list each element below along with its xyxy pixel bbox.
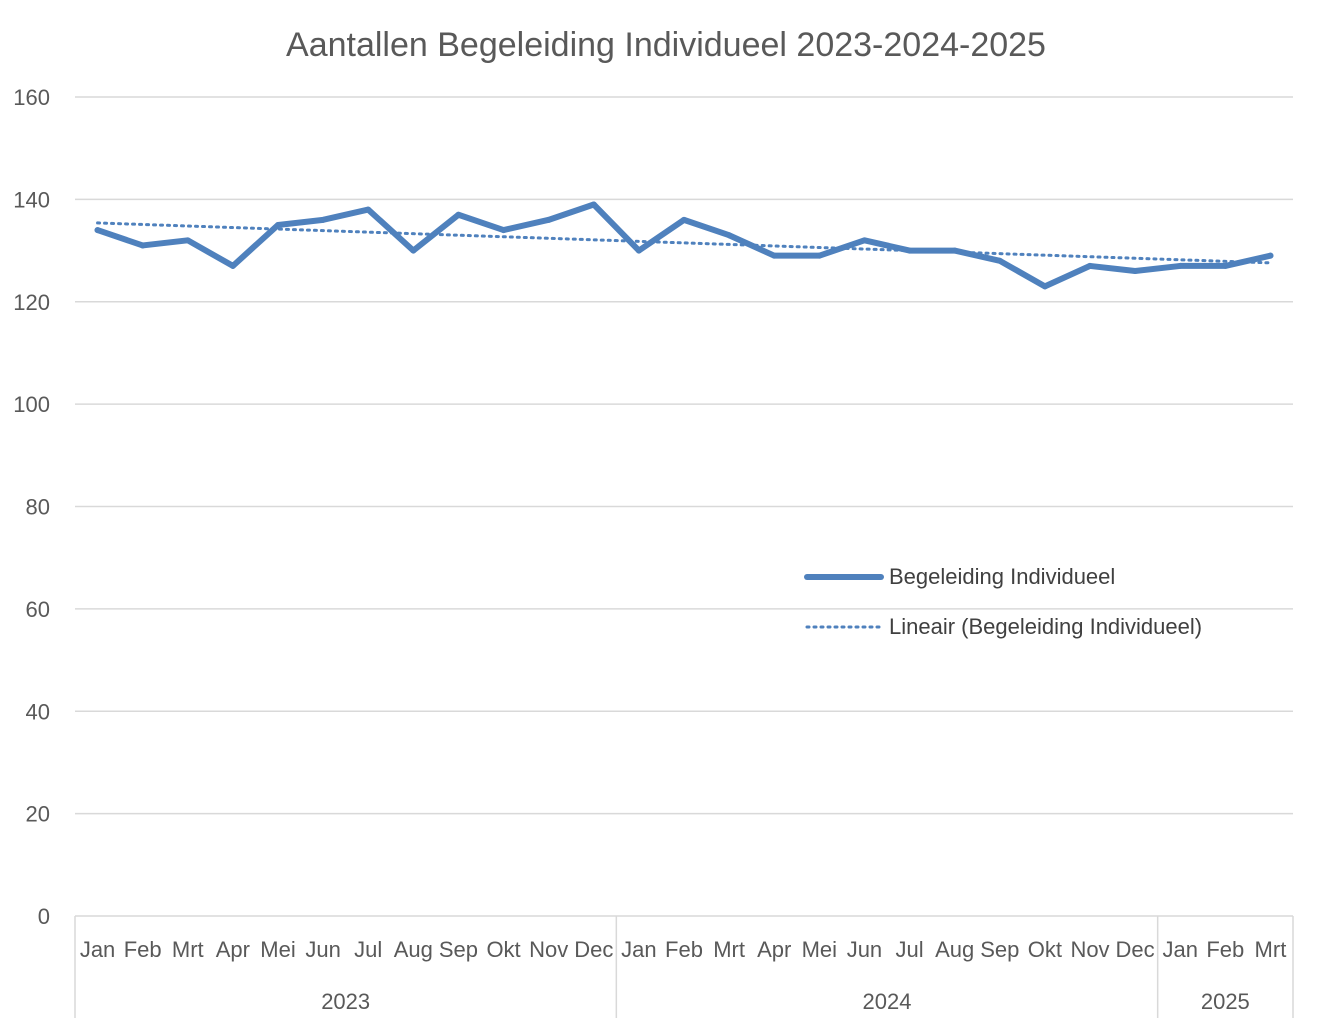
data-point xyxy=(275,221,281,228)
x-tick-label: Jun xyxy=(305,937,340,962)
data-point xyxy=(184,237,191,244)
x-tick-label: Mrt xyxy=(1255,937,1287,962)
data-point xyxy=(951,247,958,254)
data-point xyxy=(410,247,417,254)
data-point xyxy=(500,227,507,234)
x-tick-label: Nov xyxy=(1070,937,1109,962)
y-tick-label: 40 xyxy=(26,699,50,724)
x-tick-label: Mei xyxy=(260,937,295,962)
data-point xyxy=(1087,262,1093,269)
data-point xyxy=(590,201,597,208)
x-tick-label: Apr xyxy=(757,937,791,962)
gridlines xyxy=(75,96,1293,917)
y-tick-label: 160 xyxy=(13,85,50,110)
x-tick-label: Sep xyxy=(439,937,478,962)
x-tick-label: Jan xyxy=(80,937,115,962)
x-tick-label: Jun xyxy=(847,937,882,962)
x-group-label: 2024 xyxy=(863,989,912,1014)
x-tick-label: Nov xyxy=(529,937,568,962)
data-point xyxy=(681,216,687,223)
y-tick-label: 80 xyxy=(26,495,50,520)
data-series xyxy=(94,201,1274,290)
data-point xyxy=(635,247,642,254)
x-tick-label: Aug xyxy=(394,937,433,962)
x-tick-label: Feb xyxy=(124,937,162,962)
data-point xyxy=(1132,268,1139,275)
x-tick-label: Jul xyxy=(354,937,382,962)
data-point xyxy=(94,227,101,234)
x-tick-label: Jan xyxy=(621,937,656,962)
x-tick-label: Jan xyxy=(1162,937,1197,962)
trendline xyxy=(96,221,1272,265)
y-tick-label: 120 xyxy=(13,290,50,315)
x-tick-label: Okt xyxy=(1028,937,1062,962)
data-point xyxy=(1222,262,1229,269)
x-tick-label: Okt xyxy=(486,937,520,962)
x-tick-label: Feb xyxy=(665,937,703,962)
legend: Begeleiding Individueel Lineair (Begeleid… xyxy=(804,564,1202,639)
data-point xyxy=(861,237,868,244)
x-tick-label: Jul xyxy=(895,937,923,962)
chart-title: Aantallen Begeleiding Individueel 2023-2… xyxy=(286,26,1046,64)
x-tick-label: Mrt xyxy=(713,937,745,962)
x-group-label: 2023 xyxy=(321,989,370,1014)
x-tick-label: Mrt xyxy=(172,937,204,962)
data-point xyxy=(816,252,823,259)
x-axis: Jan Feb Mrt Apr Mei Jun Jul Aug Sep Okt Nov Dec Jan F… xyxy=(74,916,1294,1018)
x-tick-label: Aug xyxy=(935,937,974,962)
legend-label-trendline: Lineair (Begeleiding Individueel) xyxy=(889,614,1202,639)
data-point xyxy=(1177,262,1184,269)
data-point xyxy=(320,216,327,223)
data-point xyxy=(906,247,913,254)
x-tick-label: Feb xyxy=(1206,937,1244,962)
data-point xyxy=(771,252,778,259)
data-point xyxy=(545,216,552,223)
x-tick-label: Dec xyxy=(574,937,613,962)
y-tick-label: 20 xyxy=(26,802,50,827)
data-point xyxy=(365,206,372,213)
y-axis-labels: 0 20 40 60 80 100 120 140 160 xyxy=(13,85,50,929)
legend-label-series: Begeleiding Individueel xyxy=(889,564,1115,589)
data-point xyxy=(455,211,462,218)
data-point xyxy=(229,262,236,269)
x-tick-label: Mei xyxy=(802,937,837,962)
trendline-path xyxy=(96,221,1272,265)
x-tick-label: Sep xyxy=(980,937,1019,962)
y-tick-label: 140 xyxy=(13,187,50,212)
y-tick-label: 60 xyxy=(26,597,50,622)
y-tick-label: 100 xyxy=(13,392,50,417)
data-point xyxy=(1041,283,1048,290)
data-point xyxy=(1267,252,1274,259)
x-tick-label: Apr xyxy=(216,937,250,962)
series-line xyxy=(94,201,1274,290)
y-tick-label: 0 xyxy=(38,904,50,929)
data-point xyxy=(139,242,146,249)
data-point xyxy=(996,257,1003,264)
x-group-label: 2025 xyxy=(1201,989,1250,1014)
data-point xyxy=(726,232,733,239)
x-tick-label: Dec xyxy=(1116,937,1155,962)
